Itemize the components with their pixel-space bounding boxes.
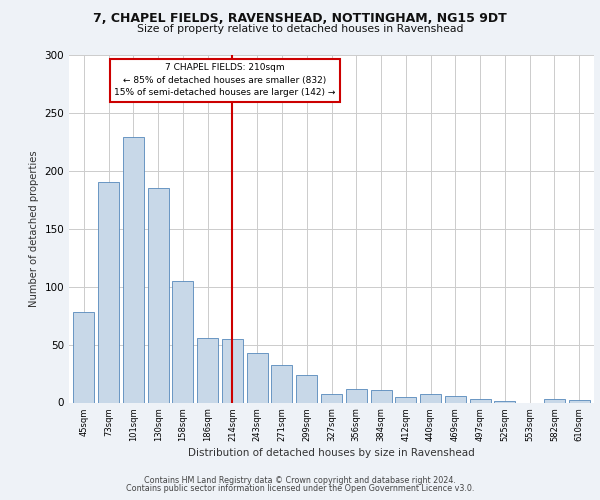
Bar	[296, 374, 317, 402]
Text: 7 CHAPEL FIELDS: 210sqm
← 85% of detached houses are smaller (832)
15% of semi-d: 7 CHAPEL FIELDS: 210sqm ← 85% of detache…	[115, 63, 336, 97]
Bar	[247, 352, 268, 403]
Bar	[222, 339, 243, 402]
Bar	[420, 394, 441, 402]
Bar	[148, 188, 169, 402]
Text: 7, CHAPEL FIELDS, RAVENSHEAD, NOTTINGHAM, NG15 9DT: 7, CHAPEL FIELDS, RAVENSHEAD, NOTTINGHAM…	[93, 12, 507, 26]
Bar	[73, 312, 94, 402]
Bar	[544, 399, 565, 402]
Bar	[98, 182, 119, 402]
Bar	[321, 394, 342, 402]
Bar	[445, 396, 466, 402]
Y-axis label: Number of detached properties: Number of detached properties	[29, 150, 39, 307]
Bar	[197, 338, 218, 402]
Bar	[470, 399, 491, 402]
Bar	[271, 366, 292, 403]
Bar	[123, 137, 144, 402]
Bar	[569, 400, 590, 402]
Text: Size of property relative to detached houses in Ravenshead: Size of property relative to detached ho…	[137, 24, 463, 34]
Bar	[346, 388, 367, 402]
X-axis label: Distribution of detached houses by size in Ravenshead: Distribution of detached houses by size …	[188, 448, 475, 458]
Text: Contains public sector information licensed under the Open Government Licence v3: Contains public sector information licen…	[126, 484, 474, 493]
Bar	[395, 396, 416, 402]
Bar	[172, 281, 193, 402]
Bar	[371, 390, 392, 402]
Text: Contains HM Land Registry data © Crown copyright and database right 2024.: Contains HM Land Registry data © Crown c…	[144, 476, 456, 485]
